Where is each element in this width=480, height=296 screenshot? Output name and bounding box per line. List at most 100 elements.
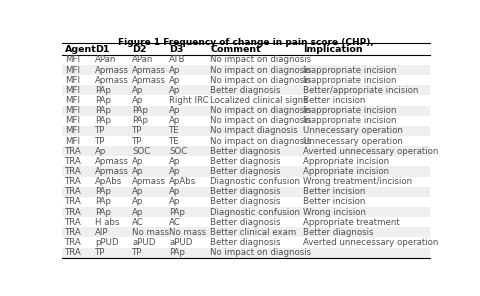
Text: No mass: No mass [132,228,169,237]
Text: PAp: PAp [169,248,185,257]
Text: ApAbs: ApAbs [169,177,197,186]
Text: TP: TP [132,248,143,257]
Text: Ap: Ap [169,197,181,206]
Bar [62,227,430,237]
Text: PAp: PAp [95,207,111,217]
Text: Unnecessary operation: Unnecessary operation [303,136,403,146]
Text: PAp: PAp [95,187,111,196]
Text: Ap: Ap [169,76,181,85]
Text: Better diagnosis: Better diagnosis [210,197,281,206]
Text: PAp: PAp [132,116,148,125]
Text: SOC: SOC [132,147,150,156]
Text: TRA: TRA [65,157,82,166]
Text: TRA: TRA [65,228,82,237]
Bar [62,106,430,116]
Text: Implication: Implication [303,45,363,54]
Text: Ap: Ap [132,86,144,95]
Text: SOC: SOC [169,147,188,156]
Text: Comment: Comment [210,45,261,54]
Text: Apmass: Apmass [95,167,129,176]
Text: TP: TP [132,136,143,146]
Bar [62,207,430,217]
Text: No impact on diagnosis: No impact on diagnosis [210,116,312,125]
Text: pPUD: pPUD [95,238,119,247]
Text: AC: AC [132,218,144,227]
Text: PAp: PAp [95,96,111,105]
Text: Better clinical exam: Better clinical exam [210,228,297,237]
Text: Ap: Ap [132,187,144,196]
Text: MFI: MFI [65,136,80,146]
Text: Ap: Ap [169,167,181,176]
Text: TRA: TRA [65,147,82,156]
Text: Apmass: Apmass [95,157,129,166]
Text: ATB: ATB [169,55,186,65]
Text: Wrong treatment/incision: Wrong treatment/incision [303,177,412,186]
Text: Diagnostic confusion: Diagnostic confusion [210,177,300,186]
Text: Figure 1 Frequency of change in pain score (CHP),: Figure 1 Frequency of change in pain sco… [118,38,374,47]
Bar [62,85,430,96]
Text: Better diagnosis: Better diagnosis [210,238,281,247]
Text: MFI: MFI [65,86,80,95]
Text: TRA: TRA [65,197,82,206]
Text: PAp: PAp [95,86,111,95]
Bar [62,166,430,177]
Text: TP: TP [95,126,105,136]
Text: AC: AC [169,218,181,227]
Text: Appropriate treatment: Appropriate treatment [303,218,400,227]
Text: Ap: Ap [132,96,144,105]
Text: Better incision: Better incision [303,187,366,196]
Text: H abs: H abs [95,218,120,227]
Text: Ap: Ap [132,197,144,206]
Text: MFI: MFI [65,126,80,136]
Text: Better incision: Better incision [303,96,366,105]
Text: Better diagnosis: Better diagnosis [210,86,281,95]
Text: Ap: Ap [132,167,144,176]
Text: No impact on diagnosis: No impact on diagnosis [210,76,312,85]
Text: Right IRC: Right IRC [169,96,209,105]
Text: TE: TE [169,136,180,146]
Text: Inappropriate incision: Inappropriate incision [303,66,397,75]
Text: aPUD: aPUD [132,238,156,247]
Text: D1: D1 [95,45,109,54]
Text: Better/appropriate incision: Better/appropriate incision [303,86,419,95]
Text: Better diagnosis: Better diagnosis [210,147,281,156]
Text: Ap: Ap [169,106,181,115]
Text: No impact diagnosis: No impact diagnosis [210,126,298,136]
Bar [62,146,430,156]
Text: Apmass: Apmass [132,76,166,85]
Text: TRA: TRA [65,177,82,186]
Text: Better diagnosis: Better diagnosis [210,157,281,166]
Text: TP: TP [132,126,143,136]
Text: TRA: TRA [65,167,82,176]
Text: MFI: MFI [65,116,80,125]
Text: Apmass: Apmass [132,177,166,186]
Text: Diagnostic confusion: Diagnostic confusion [210,207,300,217]
Text: Apmass: Apmass [95,76,129,85]
Text: Averted unnecessary operation: Averted unnecessary operation [303,238,439,247]
Text: TP: TP [95,136,105,146]
Text: Ap: Ap [132,157,144,166]
Text: PAp: PAp [132,106,148,115]
Text: D3: D3 [169,45,184,54]
Text: Better incision: Better incision [303,197,366,206]
Text: Appropriate incision: Appropriate incision [303,157,389,166]
Text: No mass: No mass [169,228,206,237]
Text: MFI: MFI [65,96,80,105]
Text: Averted unnecessary operation: Averted unnecessary operation [303,147,439,156]
Text: Appropriate incision: Appropriate incision [303,167,389,176]
Text: TRA: TRA [65,218,82,227]
Text: Ap: Ap [132,207,144,217]
Text: MFI: MFI [65,76,80,85]
Text: Wrong incision: Wrong incision [303,207,366,217]
Text: Inappropriate incision: Inappropriate incision [303,76,397,85]
Text: TE: TE [169,126,180,136]
Text: Agent: Agent [65,45,97,54]
Text: MFI: MFI [65,66,80,75]
Text: Apmass: Apmass [95,66,129,75]
Text: APan: APan [132,55,154,65]
Text: Ap: Ap [95,147,107,156]
Text: TP: TP [95,248,105,257]
Text: No impact on diagnosis: No impact on diagnosis [210,248,312,257]
Text: TRA: TRA [65,207,82,217]
Text: PAp: PAp [169,207,185,217]
